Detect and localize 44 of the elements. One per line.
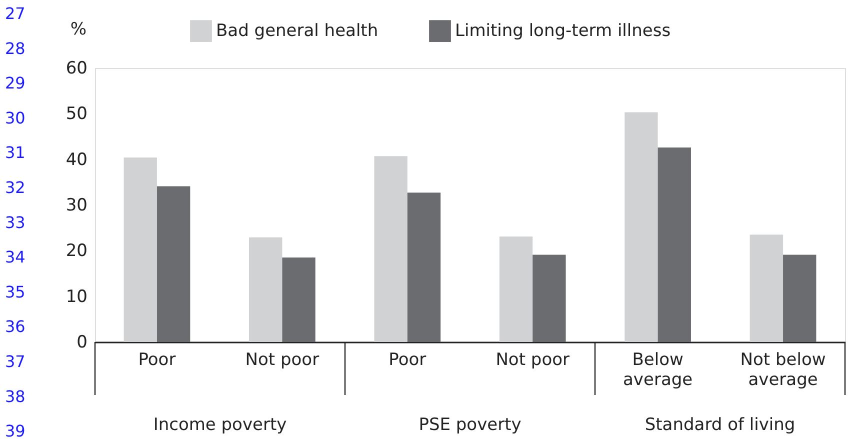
text: 29 <box>5 74 26 93</box>
bar <box>624 112 658 342</box>
bar <box>783 254 816 342</box>
text: 38 <box>5 386 26 406</box>
text: 39 <box>5 422 26 439</box>
bar <box>750 234 784 342</box>
legend-label: Bad general health <box>216 21 378 42</box>
bar <box>124 158 157 342</box>
bar <box>156 186 190 342</box>
y-tick-label: 60 <box>66 58 88 78</box>
x-tick-label: Not below average <box>740 350 826 390</box>
text: 34 <box>5 248 26 267</box>
y-axis-title: % <box>70 20 87 40</box>
text: PSE poverty <box>418 415 522 435</box>
text: Income poverty <box>153 415 287 435</box>
text: 27 <box>5 4 26 23</box>
bar <box>282 258 316 342</box>
bar <box>658 147 691 342</box>
text: 31 <box>5 143 26 162</box>
x-tick-label: Not poor <box>496 350 570 370</box>
y-tick-label: 0 <box>76 332 88 352</box>
text: 30 <box>5 108 26 128</box>
text: 28 <box>5 38 26 58</box>
y-tick-label: 30 <box>66 196 88 216</box>
y-tick-label: 20 <box>66 241 88 262</box>
text: 32 <box>5 178 26 197</box>
y-tick-label: 10 <box>66 286 88 307</box>
text: 35 <box>5 282 26 302</box>
text: 36 <box>5 317 26 336</box>
x-tick-label: Poor <box>388 350 426 370</box>
bar <box>407 192 441 342</box>
text: 37 <box>5 352 26 371</box>
bar <box>374 156 408 342</box>
bar <box>249 237 282 342</box>
x-tick-label: Poor <box>138 350 176 370</box>
y-tick-label: 50 <box>66 104 88 124</box>
bar <box>532 254 566 342</box>
bar <box>499 236 533 342</box>
x-tick-label: Below average <box>623 350 693 390</box>
text: 33 <box>5 212 26 232</box>
legend-label: Limiting long-term illness <box>455 21 671 42</box>
x-tick-label: Not poor <box>245 350 320 370</box>
y-tick-label: 40 <box>66 150 88 170</box>
text: Standard of living <box>644 415 796 435</box>
